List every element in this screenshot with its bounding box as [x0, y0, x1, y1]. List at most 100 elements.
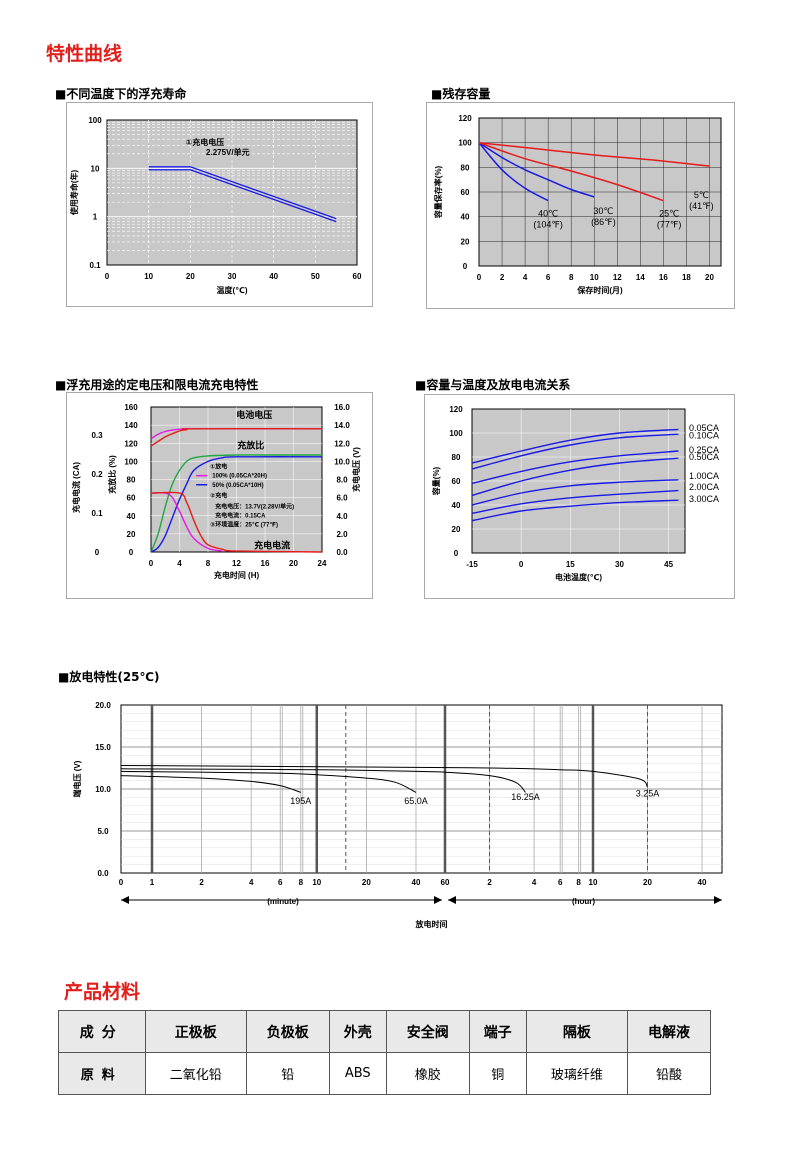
series-label-5: (41℉): [689, 201, 714, 211]
series-label: 1.00CA: [689, 471, 719, 481]
x-unit-label-minute: (minute): [267, 897, 299, 906]
section-title-materials: 产品材料: [64, 981, 141, 1003]
legend-line: 100% (0.05CA*20H): [212, 474, 267, 480]
x-axis-label: 保存时间(月): [576, 285, 623, 295]
x-tick-label: 0: [149, 559, 154, 568]
x-tick-label: 20: [186, 272, 195, 281]
series-line-capacity: [471, 489, 679, 515]
y-tick-label: 40: [452, 501, 461, 510]
series-label: 0.10CA: [689, 430, 719, 440]
x-axis-label: 电池温度(℃): [555, 572, 602, 582]
series-label-30: (86℉): [591, 217, 616, 227]
y-tick-label: 100: [458, 139, 472, 148]
y-axis-label: 使用寿命(年): [69, 170, 79, 217]
label-charge-current: 充电电流: [254, 539, 290, 550]
y-tick-label-right: 16.0: [334, 403, 350, 412]
series-line-v50: [150, 428, 323, 447]
x-tick-label: 10: [312, 878, 321, 887]
series-line-capacity: [471, 479, 679, 506]
chart-float-charge: 16014012010080604020016.014.012.010.08.0…: [71, 403, 361, 580]
panel-discharge: 20.0 15.0 10.0 5.0 0.0 0 1 2 4 6 8 10 20 40 60 2 4 6 8 10 20…: [58, 690, 738, 940]
series-label: 2.00CA: [689, 482, 719, 492]
x-tick-label: 16: [659, 273, 668, 282]
x-tick-label: 60: [441, 878, 450, 887]
y-axis-label: 容量保存率(%): [433, 165, 443, 219]
series-line-capacity: [471, 428, 679, 464]
x-tick-label: 8: [569, 273, 574, 282]
y-tick-label: 80: [461, 163, 470, 172]
y-tick-label-left: 20: [127, 530, 136, 539]
y-tick-label-left: 40: [127, 512, 136, 521]
series-line-float-life: [148, 169, 337, 223]
materials-value-cell: ABS: [328, 1052, 387, 1095]
series-label-30: 30℃: [593, 206, 613, 216]
chart-title-capacity-temp: ■容量与温度及放电电流关系: [415, 378, 571, 392]
y-tick-label: 5.0: [97, 827, 109, 836]
materials-row-label: 成分: [58, 1010, 146, 1053]
x-tick-label: 40: [412, 878, 421, 887]
y-tick-label: 40: [461, 213, 470, 222]
materials-value-row: 原料 二氧化铅铅 ABS 橡胶铜玻璃纤维 铅酸: [58, 1052, 711, 1095]
legend-line: ①放电: [210, 463, 227, 471]
x-tick-label: 2: [500, 273, 505, 282]
y-tick-label-left: 80: [127, 476, 136, 485]
legend-line: 充电电压：13.7V(2.28V/单元): [215, 503, 294, 511]
y-tick-label: 0: [463, 262, 468, 271]
materials-table: 成分 正极板 负极板 外壳 安全阀 端子 隔板 电解液 原料 二氧化铅铅 ABS 橡胶铜玻璃纤维 铅酸: [58, 1010, 711, 1095]
y-tick-label: 15.0: [95, 743, 111, 752]
x-tick-label: 40: [269, 272, 278, 281]
x-tick-label: 10: [589, 878, 598, 887]
x-tick-label: 60: [353, 272, 362, 281]
y-tick-label-left: 160: [124, 403, 138, 412]
x-axis-label: 充电时间 (H): [214, 570, 260, 580]
series-label: 16.25A: [511, 792, 540, 802]
y-tick-label-right: 12.0: [334, 439, 350, 448]
x-tick-label: 1: [150, 878, 155, 887]
y-tick-label-right: 10.0: [334, 457, 350, 466]
label-battery-voltage: 电池电压: [236, 409, 272, 420]
x-tick-label: 18: [682, 273, 691, 282]
y-tick-label-ca: 0.3: [91, 431, 103, 440]
x-axis-label: 放电时间: [415, 919, 448, 929]
legend-line: ③环境温度：25℃ (77℉): [210, 521, 278, 529]
series-line-residual: [478, 142, 595, 198]
x-tick-label: 20: [289, 559, 298, 568]
materials-header-cell: 安全阀: [385, 1010, 470, 1053]
series-label: 195A: [290, 796, 311, 806]
x-tick-label: 12: [232, 559, 241, 568]
series-line-residual: [478, 141, 664, 202]
series-label-25: 25℃: [659, 208, 679, 218]
legend-line: 50% (0.05CA*10H): [212, 483, 263, 489]
materials-value-cell: 玻璃纤维: [525, 1052, 629, 1095]
chart-residual-capacity: 120 100 80 60 40 20 00 2 4 6 8 10 12 14 16 18 20 保存时间(月) 容…: [433, 114, 722, 295]
materials-header-cell: 外壳: [328, 1010, 387, 1053]
legend-line: ②充电: [210, 492, 227, 500]
materials-header-row: 成分 正极板 负极板 外壳 安全阀 端子 隔板 电解液: [58, 1010, 711, 1053]
series-line-cur50: [150, 491, 323, 553]
series-label-5: 5℃: [694, 190, 709, 200]
materials-value-cell: 铅酸: [627, 1052, 711, 1095]
x-tick-label: 40: [698, 878, 707, 887]
y-tick-label-right: 0.0: [336, 548, 348, 557]
legend-line: 充电电流：0.15CA: [215, 512, 266, 520]
panel-float-life: 100 10 1 0.1 0 10 20 30 40 50 60 温度(℃) 使用寿命(年) ①充电电压 2…: [66, 102, 373, 307]
x-tick-label: 4: [177, 559, 182, 568]
series-line-residual: [478, 141, 710, 167]
x-tick-label: 6: [278, 878, 283, 887]
y-axis-label-ratio: 充放比 (%): [107, 455, 117, 494]
series-label-40: (104℉): [533, 219, 563, 229]
chart-title-float-life: ■不同温度下的浮充寿命: [55, 87, 187, 101]
series-label: 0.05CA: [689, 423, 719, 433]
y-tick-label: 20: [452, 525, 461, 534]
x-tick-label: 4: [523, 273, 528, 282]
panel-capacity-temp: 120 100 80 60 40 20 0 -15 0 15 30 45 电池温度(℃) 容量(%) 0.0…: [424, 394, 735, 599]
x-tick-label: 4: [532, 878, 537, 887]
materials-header-cell: 电解液: [627, 1010, 711, 1053]
materials-row-label: 原料: [58, 1052, 146, 1095]
section-title-curves: 特性曲线: [46, 43, 123, 65]
arrow-head: [434, 896, 442, 904]
y-tick-label-left: 60: [127, 494, 136, 503]
y-tick-label: 120: [458, 114, 472, 123]
x-tick-label: 6: [558, 878, 563, 887]
x-tick-label: 2: [199, 878, 204, 887]
